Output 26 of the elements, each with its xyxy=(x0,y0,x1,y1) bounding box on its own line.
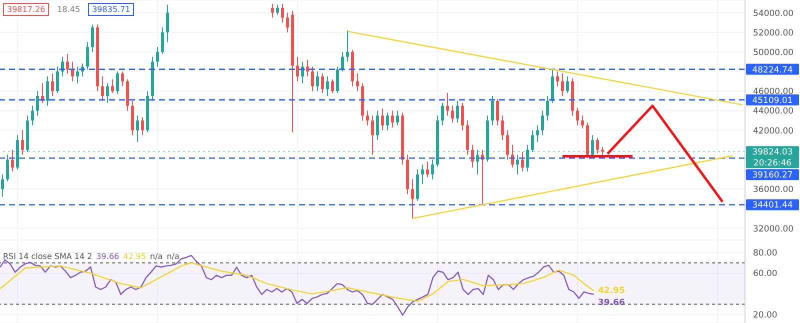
y-tick-label: 54000.00 xyxy=(753,8,794,19)
annotation: 18.45 xyxy=(53,3,84,16)
y-tick-label: 36000.00 xyxy=(753,185,794,196)
y-tick-label: 32000.00 xyxy=(753,224,794,234)
y-tick-label: 20.00 xyxy=(753,310,778,321)
text: RSI 14 close SMA 14 2 xyxy=(3,252,92,261)
ref-line-label: 39824.03 20:26:46 xyxy=(752,148,793,169)
y-tick-label: 50000.00 xyxy=(753,48,794,58)
y-tick-label: 60.00 xyxy=(753,269,778,280)
y-tick-label: 44000.00 xyxy=(753,106,794,117)
y-tick-label: 42000.00 xyxy=(753,126,794,136)
annotation: 42.95 xyxy=(123,252,146,261)
ref-line-label: 48224.74 xyxy=(752,65,793,76)
y-tick-label: 46000.00 xyxy=(753,87,794,98)
ref-line-label: 39160.27 xyxy=(752,170,793,181)
annotation: n/a xyxy=(150,252,163,261)
annotation: n/a xyxy=(166,252,180,261)
annotation: 39817.26 xyxy=(3,3,50,16)
data-label: 42.95 xyxy=(598,286,625,296)
y-tick-label: 52000.00 xyxy=(753,28,794,38)
annotation: 39835.71 xyxy=(88,3,134,16)
data-label: 39.66 xyxy=(598,298,625,308)
y-tick-label: 80.00 xyxy=(753,248,778,258)
ref-line-label: 45109.01 xyxy=(752,96,793,106)
ref-line-label: 34401.44 xyxy=(752,200,793,211)
annotation: 39.66 xyxy=(96,252,120,261)
